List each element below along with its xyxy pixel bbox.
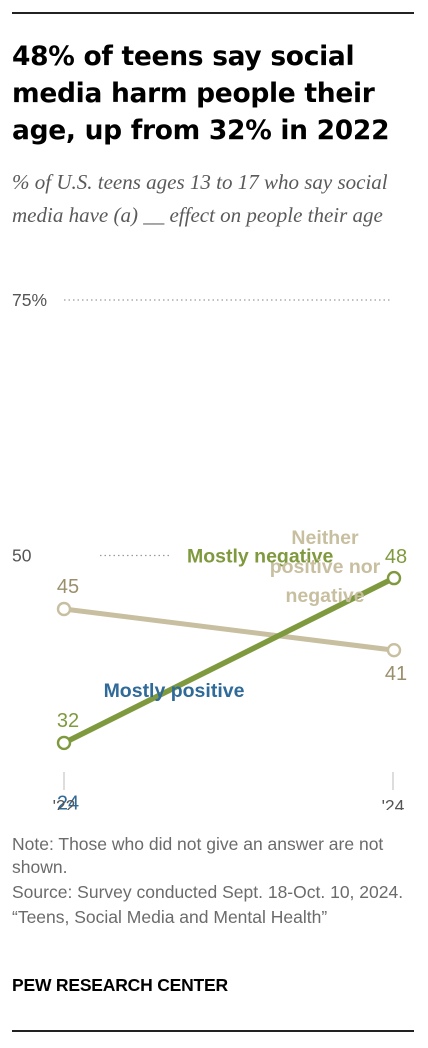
bottom-rule: [12, 1030, 414, 1032]
chart-subtitle: % of U.S. teens ages 13 to 17 who say so…: [12, 170, 388, 227]
x-tick-label-24: '24: [382, 796, 405, 810]
point-neither-positive-nor-negative-0: [56, 601, 72, 617]
y-tick-label-75: 75%: [12, 290, 47, 310]
top-rule: [12, 12, 414, 14]
x-axis: '22 '24: [53, 772, 405, 810]
series-label-neither-positive-nor-negative: Neither positive nor negative: [270, 527, 381, 607]
data-label-neither-positive-nor-negative-1: 41: [385, 663, 407, 685]
series-label-mostly-negative: Mostly negative: [187, 546, 333, 568]
line-chart: 75% 50 454132482411Mostly negativeNeithe…: [12, 290, 407, 810]
series-label-line: Mostly positive: [104, 680, 245, 702]
x-tick-label-22: '22: [53, 796, 76, 810]
point-mostly-negative-1: [386, 570, 402, 586]
data-label-mostly-negative-0: 32: [57, 710, 79, 732]
data-label-mostly-negative-1: 48: [385, 546, 407, 568]
series-line-mostly-negative: [61, 575, 397, 746]
pew-research-center-logo: PEW RESEARCH CENTER: [12, 975, 228, 995]
point-mostly-negative-0: [56, 735, 72, 751]
data-label-neither-positive-nor-negative-0: 45: [57, 576, 79, 598]
series-label-line: positive nor: [270, 556, 381, 578]
series-line-neither-positive-nor-negative: [61, 606, 397, 653]
gridlines: [64, 299, 392, 557]
series-layer: 454132482411Mostly negativeNeitherpositi…: [56, 527, 407, 810]
series-label-line: Mostly negative: [187, 546, 333, 568]
note-text: Note: Those who did not give an answer a…: [12, 834, 384, 877]
chart-title: 48% of teens say social media harm peopl…: [12, 41, 390, 146]
point-neither-positive-nor-negative-1: [386, 643, 402, 658]
series-label-line: Neither: [291, 527, 359, 549]
data-label-mostly-positive-0: 24: [57, 792, 79, 810]
series-label-mostly-positive: Mostly positive: [104, 680, 245, 702]
series-label-line: negative: [285, 585, 364, 607]
report-title: “Teens, Social Media and Mental Health”: [12, 907, 328, 927]
chart-notes: Note: Those who did not give an answer a…: [12, 833, 416, 931]
source-text: Source: Survey conducted Sept. 18-Oct. 1…: [12, 882, 404, 902]
y-tick-label-50: 50: [12, 546, 32, 566]
